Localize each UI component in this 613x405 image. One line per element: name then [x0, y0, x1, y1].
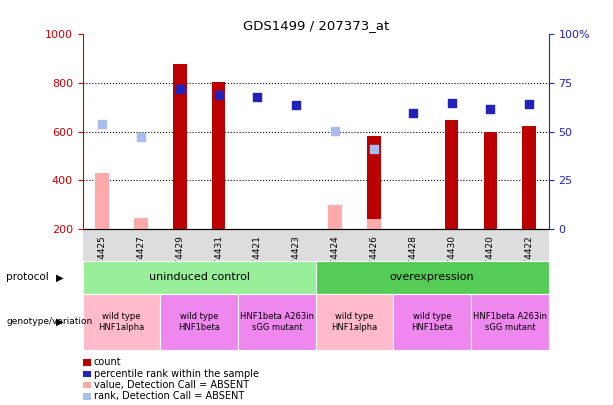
Text: wild type
HNF1alpha: wild type HNF1alpha: [99, 312, 145, 332]
Point: [175, 86, 185, 92]
Point: [524, 101, 534, 108]
Point: [447, 100, 457, 106]
Point: [214, 92, 224, 98]
Bar: [367, 219, 381, 229]
Point: [485, 105, 495, 112]
Text: uninduced control: uninduced control: [149, 273, 249, 282]
Bar: [367, 136, 381, 229]
Text: rank, Detection Call = ABSENT: rank, Detection Call = ABSENT: [94, 392, 244, 401]
Bar: [212, 82, 226, 229]
Bar: [445, 120, 459, 229]
Point: [97, 121, 107, 127]
Text: ▶: ▶: [56, 317, 64, 327]
Text: HNF1beta A263in
sGG mutant: HNF1beta A263in sGG mutant: [473, 312, 547, 332]
Bar: [173, 64, 186, 229]
Text: protocol: protocol: [6, 273, 49, 282]
Bar: [329, 205, 342, 229]
Text: value, Detection Call = ABSENT: value, Detection Call = ABSENT: [94, 380, 249, 390]
Text: ▶: ▶: [56, 273, 64, 282]
Text: wild type
HNF1alpha: wild type HNF1alpha: [332, 312, 378, 332]
Text: wild type
HNF1beta: wild type HNF1beta: [411, 312, 453, 332]
Point: [330, 128, 340, 134]
Bar: [522, 126, 536, 229]
Point: [136, 134, 146, 140]
Point: [253, 94, 262, 100]
Title: GDS1499 / 207373_at: GDS1499 / 207373_at: [243, 19, 389, 32]
Text: overexpression: overexpression: [390, 273, 474, 282]
Text: wild type
HNF1beta: wild type HNF1beta: [178, 312, 220, 332]
Text: HNF1beta A263in
sGG mutant: HNF1beta A263in sGG mutant: [240, 312, 314, 332]
Point: [408, 109, 417, 116]
Bar: [134, 218, 148, 229]
Text: count: count: [94, 358, 121, 367]
Point: [291, 102, 301, 108]
Bar: [484, 132, 497, 229]
Bar: [96, 173, 109, 229]
Text: genotype/variation: genotype/variation: [6, 318, 93, 326]
Point: [369, 145, 379, 152]
Text: percentile rank within the sample: percentile rank within the sample: [94, 369, 259, 379]
